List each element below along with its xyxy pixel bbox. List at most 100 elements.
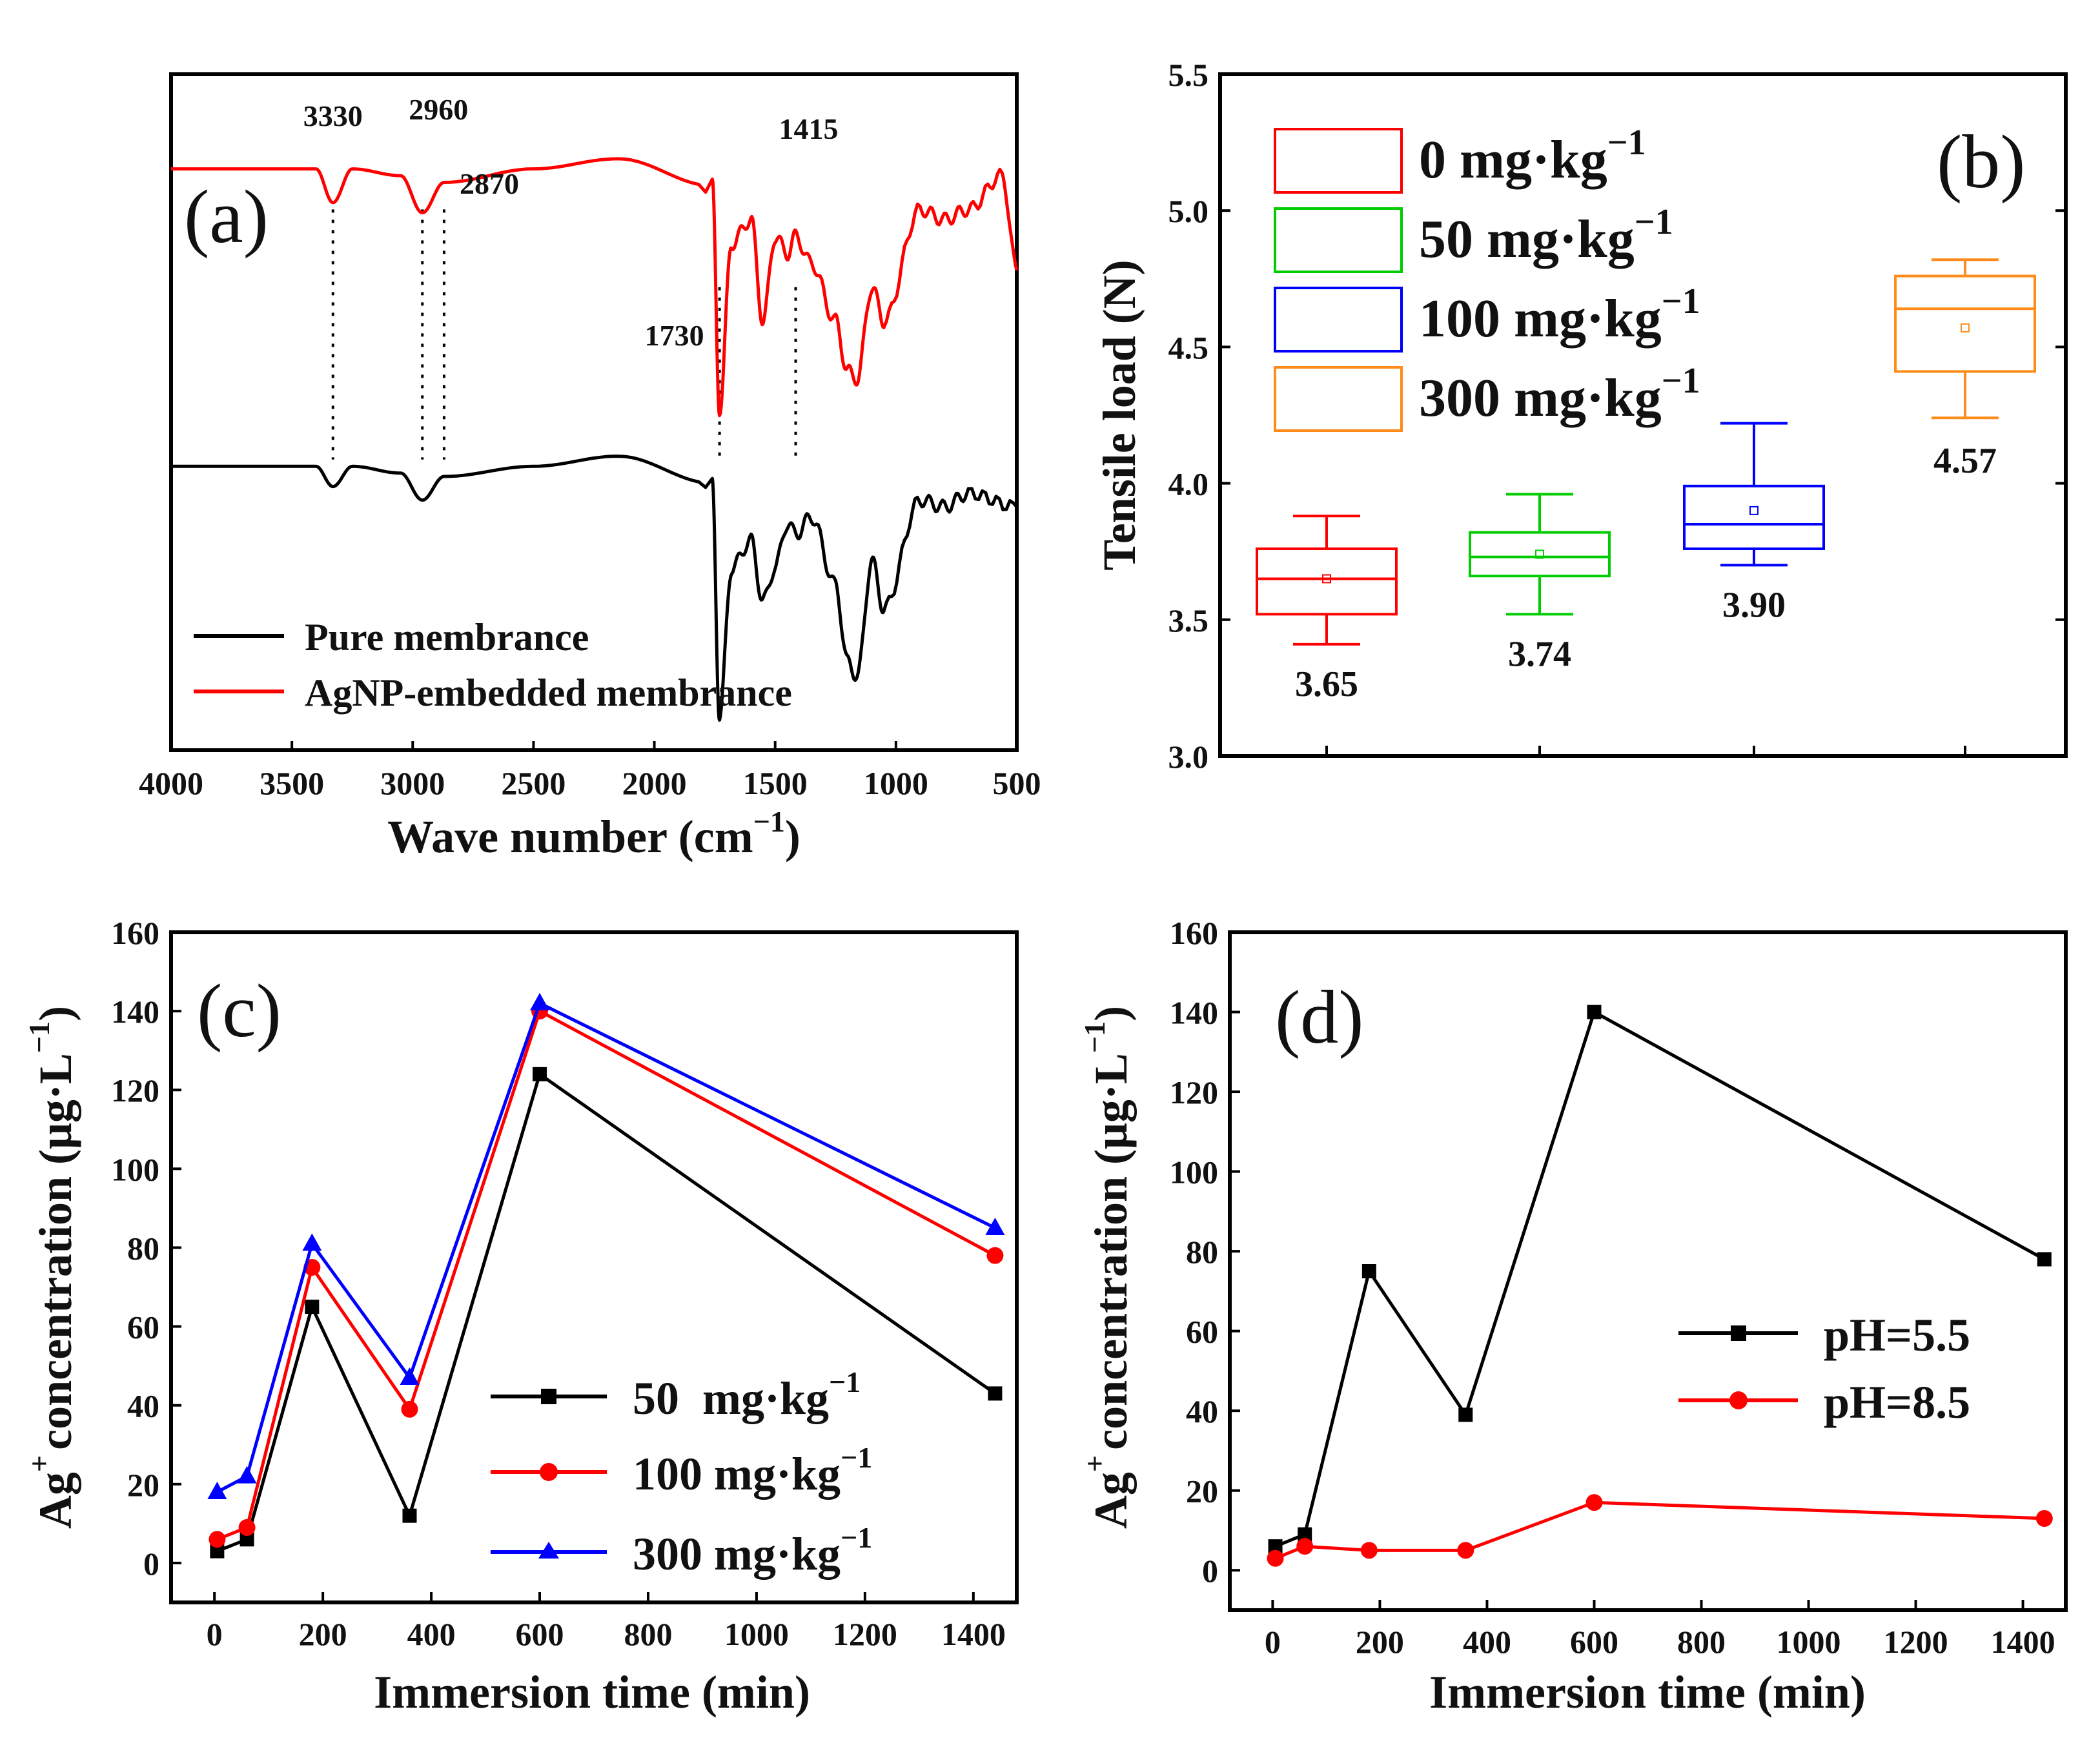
data-point-square bbox=[533, 1067, 547, 1081]
panel-d-frame bbox=[1228, 930, 2068, 1612]
series-line-0 bbox=[216, 1072, 996, 1553]
x-tick-label: 600 bbox=[516, 1616, 564, 1652]
y-tick-label: 40 bbox=[1186, 1393, 1218, 1429]
data-point-square bbox=[402, 1508, 417, 1523]
box-value-label: 4.57 bbox=[1933, 441, 1997, 481]
y-tick-label: 3.0 bbox=[1168, 739, 1209, 775]
box-iqr bbox=[1683, 484, 1825, 550]
y-tick-label: 100 bbox=[111, 1151, 159, 1187]
legend-label-agnp: AgNP-embedded membrance bbox=[305, 671, 792, 714]
series-line-2 bbox=[216, 1001, 996, 1494]
panel-c-frame bbox=[169, 930, 1019, 1604]
data-point-square bbox=[1268, 1539, 1283, 1554]
y-tick-label: 160 bbox=[111, 915, 159, 951]
panel-b-box-chart: 3.03.54.04.55.05.5 3.653.743.904.57 (b) … bbox=[1094, 57, 2068, 775]
y-tick-label: 20 bbox=[1186, 1473, 1218, 1509]
y-tick-label: 20 bbox=[127, 1467, 159, 1503]
data-point-square bbox=[305, 1300, 320, 1314]
data-point-square bbox=[1587, 1005, 1602, 1019]
panel-d-y-axis-title: Ag+concentration (μg·L−1) bbox=[1078, 1006, 1137, 1529]
y-tick-label: 0 bbox=[1202, 1553, 1218, 1589]
y-tick-label: 100 bbox=[1170, 1154, 1218, 1191]
panel-a-x-axis-title: Wave number (cm−1) bbox=[387, 805, 800, 863]
series-line-1 bbox=[1274, 1500, 2044, 1560]
data-point-circle bbox=[1585, 1494, 1603, 1511]
panel-a-frame bbox=[169, 72, 1019, 752]
data-point-triangle bbox=[302, 1233, 322, 1251]
x-tick-label: 1200 bbox=[1884, 1624, 1948, 1660]
panel-d-y-ticks: 0 20 40 60 80 100 120 140 160 bbox=[1170, 915, 1240, 1589]
data-point-triangle bbox=[400, 1367, 420, 1385]
legend-label-ph55: pH=5.5 bbox=[1824, 1309, 1970, 1361]
legend-marker-triangle bbox=[538, 1542, 559, 1559]
y-tick-label: 5.0 bbox=[1168, 193, 1209, 229]
x-tick-label: 3000 bbox=[380, 765, 445, 801]
peak-label-3330: 3330 bbox=[303, 99, 363, 132]
panel-d-legend: pH=5.5 pH=8.5 bbox=[1678, 1309, 1970, 1428]
legend-swatch-50 bbox=[1274, 207, 1403, 273]
x-tick-label: 1500 bbox=[743, 765, 808, 801]
peak-label-2960: 2960 bbox=[409, 93, 468, 126]
panel-c-x-axis-title: Immersion time (min) bbox=[374, 1666, 810, 1718]
data-point-circle bbox=[209, 1531, 226, 1548]
panel-d-x-axis-title: Immersion time (min) bbox=[1429, 1666, 1866, 1718]
y-tick-label: 4.0 bbox=[1168, 466, 1209, 502]
y-tick-label: 5.5 bbox=[1168, 57, 1209, 93]
x-tick-label: 200 bbox=[299, 1616, 347, 1652]
panel-a-label: (a) bbox=[184, 174, 269, 259]
x-tick-label: 2000 bbox=[622, 765, 687, 801]
x-tick-label: 0 bbox=[207, 1616, 223, 1652]
panel-c-legend: 50 mg·kg−1 100 mg·kg−1 300 mg·kg−1 bbox=[491, 1365, 872, 1580]
legend-label-100: 100 mg·kg−1 bbox=[1419, 281, 1700, 349]
y-tick-label: 120 bbox=[111, 1072, 159, 1109]
legend-swatch-0 bbox=[1274, 128, 1403, 194]
data-point-circle bbox=[401, 1400, 418, 1418]
data-point-square bbox=[210, 1544, 225, 1559]
panel-a-legend: Pure membrance AgNP-embedded membrance bbox=[194, 616, 792, 714]
x-tick-label: 0 bbox=[1265, 1624, 1281, 1660]
data-point-square bbox=[1298, 1527, 1312, 1542]
panel-b-x-ticks bbox=[1325, 746, 1966, 756]
data-point-circle bbox=[1267, 1549, 1284, 1567]
y-tick-label: 80 bbox=[127, 1230, 159, 1266]
data-point-circle bbox=[1360, 1542, 1378, 1559]
data-point-square bbox=[1458, 1407, 1473, 1422]
legend-swatch-300 bbox=[1274, 366, 1403, 432]
legend-swatch-100 bbox=[1274, 287, 1403, 353]
legend-marker-circle bbox=[540, 1463, 558, 1481]
y-tick-label: 80 bbox=[1186, 1234, 1218, 1270]
box-value-label: 3.65 bbox=[1295, 664, 1358, 704]
x-tick-label: 1000 bbox=[864, 765, 928, 801]
peak-label-2870: 2870 bbox=[460, 167, 519, 200]
panel-a-peak-droplines bbox=[331, 209, 797, 460]
box-2: 3.90 bbox=[1683, 422, 1825, 625]
panel-b-legend: 0 mg·kg−1 50 mg·kg−1 100 mg·kg−1 300 mg·… bbox=[1274, 123, 1700, 432]
panel-b-boxes: 3.65 3.74 3.90 4.57 bbox=[1256, 258, 2036, 704]
data-point-square bbox=[988, 1386, 1003, 1401]
spectrum-pure bbox=[171, 455, 1018, 722]
panel-c-y-axis-title: Ag+concentration (μg·L−1) bbox=[23, 1006, 81, 1529]
series-line-0 bbox=[1274, 1010, 2046, 1548]
legend-marker-circle bbox=[1729, 1391, 1748, 1409]
y-tick-label: 0 bbox=[143, 1546, 159, 1582]
panel-a-series bbox=[171, 157, 1019, 722]
panel-c-label: (c) bbox=[197, 968, 281, 1053]
data-point-triangle bbox=[985, 1217, 1005, 1235]
panel-b-label: (b) bbox=[1937, 119, 2026, 204]
x-tick-label: 400 bbox=[1463, 1624, 1511, 1660]
legend-label-300: 300 mg·kg−1 bbox=[633, 1521, 872, 1580]
x-tick-label: 4000 bbox=[139, 765, 203, 801]
y-tick-label: 60 bbox=[127, 1309, 159, 1345]
legend-label-50: 50 mg·kg−1 bbox=[633, 1365, 861, 1424]
legend-marker-square bbox=[541, 1389, 556, 1404]
box-value-label: 3.74 bbox=[1508, 634, 1571, 674]
x-tick-label: 200 bbox=[1356, 1624, 1404, 1660]
data-point-circle bbox=[986, 1247, 1004, 1264]
y-tick-label: 120 bbox=[1170, 1074, 1218, 1110]
panel-d-x-ticks: 0 200 400 600 800 1000 1200 1400 bbox=[1265, 1600, 2055, 1660]
box-iqr bbox=[1256, 547, 1398, 616]
panel-c-y-ticks: 0 20 40 60 80 100 120 140 160 bbox=[111, 915, 181, 1582]
y-tick-label: 3.5 bbox=[1168, 602, 1209, 639]
legend-label-50: 50 mg·kg−1 bbox=[1419, 202, 1673, 269]
data-point-triangle bbox=[530, 992, 550, 1010]
